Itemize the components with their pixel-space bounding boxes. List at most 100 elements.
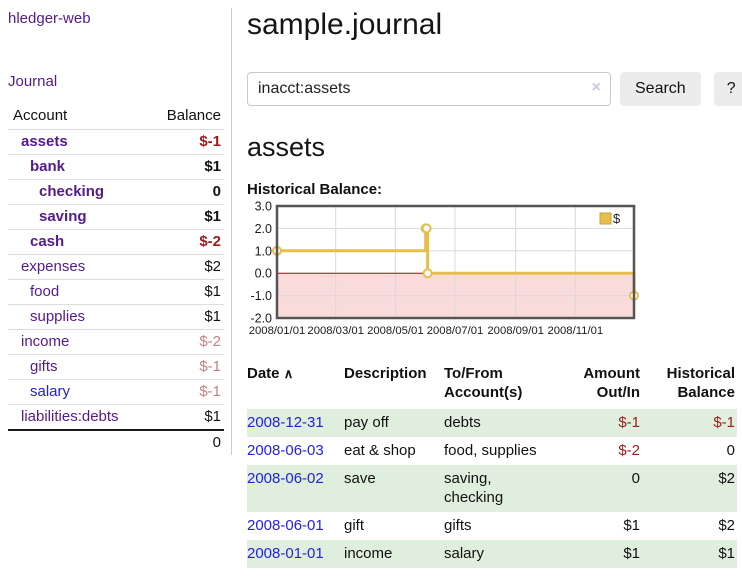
register-date-link[interactable]: 2008-06-03 — [247, 442, 324, 459]
register-row: 2008-06-01 gift gifts $1 $2 — [247, 512, 737, 540]
register-row: 2008-06-03 eat & shop food, supplies $-2 0 — [247, 437, 737, 465]
y-axis-tick-label: 3.0 — [255, 200, 272, 214]
account-link[interactable]: salary — [30, 383, 71, 400]
register-date-link[interactable]: 2008-06-02 — [247, 470, 324, 487]
account-balance: $1 — [146, 204, 224, 230]
account-link[interactable]: expenses — [21, 258, 86, 275]
accounts-header-account: Account — [13, 107, 68, 124]
register-amount-cell: $1 — [623, 517, 640, 534]
chart-title: Historical Balance: — [247, 181, 383, 198]
register-balance-cell: 0 — [726, 442, 735, 459]
register-amount-cell: 0 — [556, 465, 642, 512]
account-link[interactable]: food — [30, 283, 60, 300]
register-accounts-cell: saving, checking — [444, 465, 556, 512]
register-accounts-cell: debts — [444, 409, 556, 437]
date-header-label: Date — [247, 365, 280, 382]
account-link[interactable]: saving — [39, 208, 87, 225]
legend-label: $ — [613, 211, 621, 226]
register-balance-cell: $1 — [642, 540, 737, 568]
register-table-body: 2008-12-31 pay off debts $-1 $-1 2008-06-03 ea… — [247, 409, 737, 568]
app: hledger-web Journal Account Balance asse… — [8, 8, 742, 568]
y-axis-tick-label: 2.0 — [255, 222, 272, 236]
register-accounts-cell: salary — [444, 540, 556, 568]
account-balance: $2 — [146, 254, 224, 280]
account-row: gifts $-1 — [8, 354, 224, 380]
accounts-table-header-row: Account Balance — [8, 104, 224, 130]
help-button[interactable]: ? — [713, 72, 742, 106]
register-header-date[interactable]: Date ∧ — [247, 362, 344, 409]
account-link[interactable]: checking — [39, 183, 105, 200]
account-link[interactable]: gifts — [30, 358, 58, 375]
register-date-cell: 2008-06-03 — [247, 437, 344, 465]
x-axis-tick-label: 2008/01/01 — [249, 325, 306, 337]
account-link[interactable]: liabilities:debts — [21, 408, 119, 425]
account-row: checking 0 — [8, 179, 224, 205]
data-point-marker — [422, 268, 433, 279]
account-balance: $1 — [146, 404, 224, 430]
register-balance-cell: $-1 — [642, 409, 737, 437]
account-balance: $1 — [146, 304, 224, 330]
register-date-link[interactable]: 2008-12-31 — [247, 414, 324, 431]
account-link[interactable]: assets — [21, 133, 68, 150]
register-balance-cell: $2 — [718, 517, 735, 534]
data-point-marker — [421, 223, 432, 234]
register-balance-cell: $2 — [642, 465, 737, 512]
main-content: sample.journal × Search ? assets Histori… — [247, 8, 742, 568]
accounts-table-body: assets $-1 bank $1 checking 0 saving $1 cash $-2 e… — [8, 129, 224, 455]
accounts-total-balance: 0 — [146, 429, 224, 455]
register-row: 2008-01-01 income salary $1 $1 — [247, 540, 737, 568]
account-row: food $1 — [8, 279, 224, 305]
account-row: liabilities:debts $1 — [8, 404, 224, 430]
register-date-cell: 2008-12-31 — [247, 409, 344, 437]
sort-ascending-icon: ∧ — [283, 366, 294, 381]
account-row: cash $-2 — [8, 229, 224, 255]
accounts-total-spacer — [8, 429, 147, 455]
page-title: sample.journal — [247, 8, 443, 41]
register-header-description: Description — [344, 365, 427, 382]
account-balance: $-1 — [146, 129, 224, 155]
account-link[interactable]: cash — [30, 233, 65, 250]
register-date-link[interactable]: 2008-01-01 — [247, 545, 324, 562]
search-button[interactable]: Search — [620, 72, 701, 106]
sidebar-nav: Journal — [8, 73, 224, 104]
account-link[interactable]: bank — [30, 158, 66, 175]
legend-swatch — [599, 212, 612, 225]
account-link[interactable]: supplies — [30, 308, 86, 325]
account-balance: 0 — [146, 179, 224, 205]
clear-search-icon[interactable]: × — [591, 79, 601, 96]
x-axis-tick-label: 2008/03/01 — [307, 325, 364, 337]
register-amount-cell: $-1 — [556, 409, 642, 437]
account-row: supplies $1 — [8, 304, 224, 330]
account-row: saving $1 — [8, 204, 224, 230]
register-description-cell: income — [344, 540, 444, 568]
x-axis-tick-label: 2008/05/01 — [367, 325, 424, 337]
x-axis-tick-label: 2008/09/01 — [487, 325, 544, 337]
plot-border — [275, 204, 636, 320]
account-balance: $-2 — [146, 229, 224, 255]
x-axis-tick-label: 2008/11/01 — [547, 325, 603, 337]
account-row: assets $-1 — [8, 129, 224, 155]
accounts-header-balance: Balance — [166, 107, 221, 124]
sidebar-item-journal[interactable]: Journal — [8, 73, 58, 90]
register-date-cell: 2008-01-01 — [247, 540, 344, 568]
account-row: salary $-1 — [8, 379, 224, 405]
y-axis-tick-label: 1.0 — [255, 244, 272, 258]
register-amount-cell: $1 — [556, 540, 642, 568]
register-header-row: Date ∧ Description To/From Account(s) Am… — [247, 362, 737, 409]
register-date-cell: 2008-06-01 — [247, 512, 344, 540]
account-row: bank $1 — [8, 154, 224, 180]
account-row: income $-2 — [8, 329, 224, 355]
register-amount-cell: $-2 — [618, 442, 640, 459]
register-row: 2008-12-31 pay off debts $-1 $-1 — [247, 409, 737, 437]
account-link[interactable]: income — [21, 333, 70, 350]
register-date-link[interactable]: 2008-06-01 — [247, 517, 324, 534]
brand-link[interactable]: hledger-web — [8, 10, 91, 27]
accounts-total-row: 0 — [8, 429, 224, 455]
register-header-balance: Historical Balance — [666, 365, 735, 401]
y-axis-tick-label: -2.0 — [250, 312, 272, 326]
search-input[interactable] — [247, 72, 611, 106]
accounts-table: Account Balance assets $-1 bank $1 checking 0… — [8, 104, 224, 455]
search-input-wrap: × — [247, 72, 611, 106]
register-description-cell: pay off — [344, 409, 444, 437]
